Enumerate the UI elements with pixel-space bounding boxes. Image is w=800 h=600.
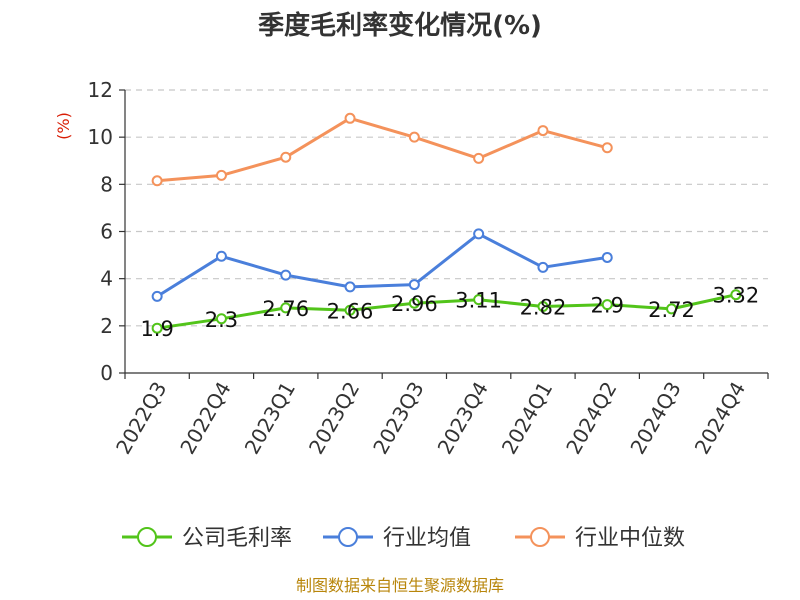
x-tick-label: 2024Q4 [690,378,750,459]
data-label: 3.32 [712,284,759,308]
data-point [280,151,292,163]
data-point [151,290,163,302]
legend-marker [530,527,550,547]
x-tick-label: 2024Q2 [561,378,621,459]
data-point [215,250,227,262]
data-point [344,112,356,124]
data-point [151,322,163,334]
data-point [666,303,678,315]
x-tick-label: 2024Q1 [497,378,557,459]
data-label: 2.72 [648,298,695,322]
data-label: 1.9 [140,317,173,341]
data-point [473,294,485,306]
y-tick-label: 12 [88,78,113,102]
x-tick-label: 2024Q3 [625,378,685,459]
x-tick-label: 2022Q4 [175,378,235,459]
data-label: 2.3 [205,308,238,332]
data-point [537,125,549,137]
y-tick-label: 2 [100,314,113,338]
legend: 公司毛利率 行业均值 行业中位数 [122,526,685,551]
data-point [280,302,292,314]
data-labels: 1.9 2.3 2.76 2.66 2.96 3.11 2.82 2.9 2.72 3.32 [140,284,759,341]
data-point [601,299,613,311]
legend-marker [338,527,358,547]
data-point [280,269,292,281]
grid-lines [125,89,768,327]
data-point [215,169,227,181]
data-point [344,281,356,293]
data-point [730,289,742,301]
series-line [156,232,608,298]
data-point [408,297,420,309]
data-label: 2.96 [391,292,438,316]
data-label: 2.66 [327,299,374,323]
series-line [156,293,737,330]
series-group [151,112,742,334]
y-tick-label: 10 [88,125,113,149]
data-point [344,304,356,316]
axes [119,89,769,379]
data-point [601,251,613,263]
x-tick-label: 2023Q1 [240,378,300,459]
data-label: 2.76 [262,297,309,321]
source-note: 制图数据来自恒生聚源数据库 [296,576,504,595]
data-point [215,313,227,325]
y-axis-label: (%) [54,112,73,140]
series-line [157,116,608,183]
data-point [408,279,420,291]
data-point [408,131,420,143]
legend-label: 行业中位数 [575,526,685,551]
data-point [601,142,613,154]
data-label: 2.9 [591,294,624,318]
x-tick-label: 2023Q2 [304,378,364,459]
data-point [473,228,485,240]
data-point [473,152,485,164]
y-tick-labels: 0 2 4 6 8 10 12 [88,78,113,385]
y-tick-label: 8 [100,172,113,196]
legend-label: 行业均值 [383,526,471,551]
data-point [537,261,549,273]
y-tick-label: 4 [100,267,113,291]
x-tick-label: 2023Q4 [433,378,493,459]
data-label: 2.82 [520,295,567,319]
chart-title: 季度毛利率变化情况(%) [258,10,542,41]
legend-label: 公司毛利率 [182,526,292,551]
x-tick-labels: 2022Q3 2022Q4 2023Q1 2023Q2 2023Q3 2023Q4 2024… [111,378,750,459]
data-label: 3.11 [455,289,502,313]
data-point [151,175,163,187]
y-tick-label: 0 [100,361,113,385]
legend-marker [137,527,157,547]
x-tick-label: 2023Q3 [368,378,428,459]
y-tick-label: 6 [100,220,113,244]
x-tick-label: 2022Q3 [111,378,171,459]
data-point [537,300,549,312]
